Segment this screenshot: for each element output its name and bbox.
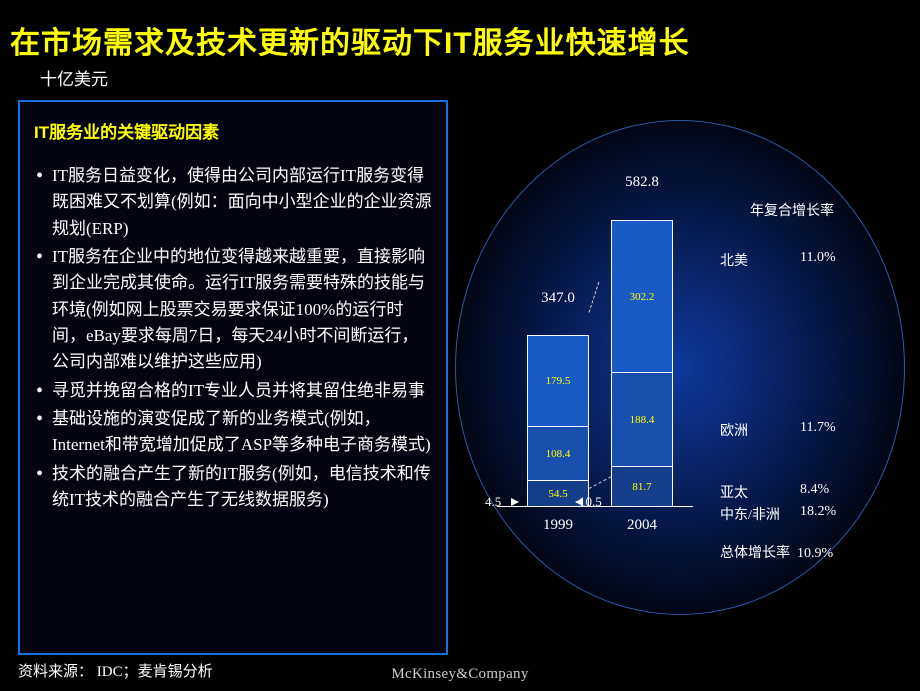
bar-segment: 179.5 — [528, 336, 588, 426]
region-pct: 18.2% — [800, 504, 836, 520]
arrow-icon — [575, 498, 583, 506]
baseline — [497, 506, 693, 507]
region-label: 亚太 — [720, 482, 748, 502]
bar-segment: 302.2 — [612, 221, 672, 372]
bar-segment: 81.7 — [612, 466, 672, 507]
dashed-connector — [589, 282, 600, 313]
bullet-item: IT服务在企业中的地位变得越来越重要，直接影响到企业完成其使命。运行IT服务需要… — [34, 244, 432, 376]
region-pct: 8.4% — [800, 482, 829, 498]
region-label: 欧洲 — [720, 420, 748, 440]
unit-label: 十亿美元 — [40, 65, 108, 90]
bar-2004: 302.2188.481.7 — [611, 220, 673, 506]
bullet-item: 寻觅并挽留合格的IT专业人员并将其留住绝非易事 — [34, 378, 432, 404]
bullet-item: IT服务日益变化，使得由公司内部运行IT服务变得既困难又不划算(例如：面向中小型… — [34, 163, 432, 242]
region-pct: 11.0% — [800, 250, 836, 266]
drivers-box-title: IT服务业的关键驱动因素 — [34, 118, 432, 143]
region-label: 中东/非洲 — [720, 504, 780, 524]
source-label: 资料来源： IDC；麦肯锡分析 — [18, 660, 213, 681]
overall-label: 总体增长率 10.9% — [720, 542, 833, 562]
bar-segment: 188.4 — [612, 372, 672, 466]
bullet-item: 基础设施的演变促成了新的业务模式(例如，Internet和带宽增加促成了ASP等… — [34, 406, 432, 459]
region-label: 北美 — [720, 250, 748, 270]
brand-footer: McKinsey&Company — [391, 666, 528, 683]
arrow-icon — [511, 498, 519, 506]
chart-oval: 347.0 179.5108.454.5 1999 582.8 302.2188… — [455, 120, 905, 615]
drivers-bullets: IT服务日益变化，使得由公司内部运行IT服务变得既困难又不划算(例如：面向中小型… — [34, 163, 432, 513]
overall-label-text: 总体增长率 — [720, 546, 790, 561]
year-label-2004: 2004 — [611, 517, 673, 534]
cagr-header: 年复合增长率 — [750, 200, 834, 220]
bullet-item: 技术的融合产生了新的IT服务(例如，电信技术和传统IT技术的融合产生了无线数据服… — [34, 461, 432, 514]
drivers-box: IT服务业的关键驱动因素 IT服务日益变化，使得由公司内部运行IT服务变得既困难… — [18, 100, 448, 655]
region-pct: 11.7% — [800, 420, 836, 436]
bar-total-2004: 582.8 — [611, 174, 673, 191]
bar-segment: 108.4 — [528, 426, 588, 480]
year-label-1999: 1999 — [527, 517, 589, 534]
bar-total-1999: 347.0 — [527, 290, 589, 307]
dashed-connector — [589, 476, 612, 489]
slide-title: 在市场需求及技术更新的驱动下IT服务业快速增长 — [10, 18, 910, 62]
bar-chart: 347.0 179.5108.454.5 1999 582.8 302.2188… — [507, 166, 687, 556]
base-value-1999: 4.5 — [485, 494, 501, 510]
bar-1999: 179.5108.454.5 — [527, 335, 589, 506]
overall-pct: 10.9% — [797, 546, 833, 561]
